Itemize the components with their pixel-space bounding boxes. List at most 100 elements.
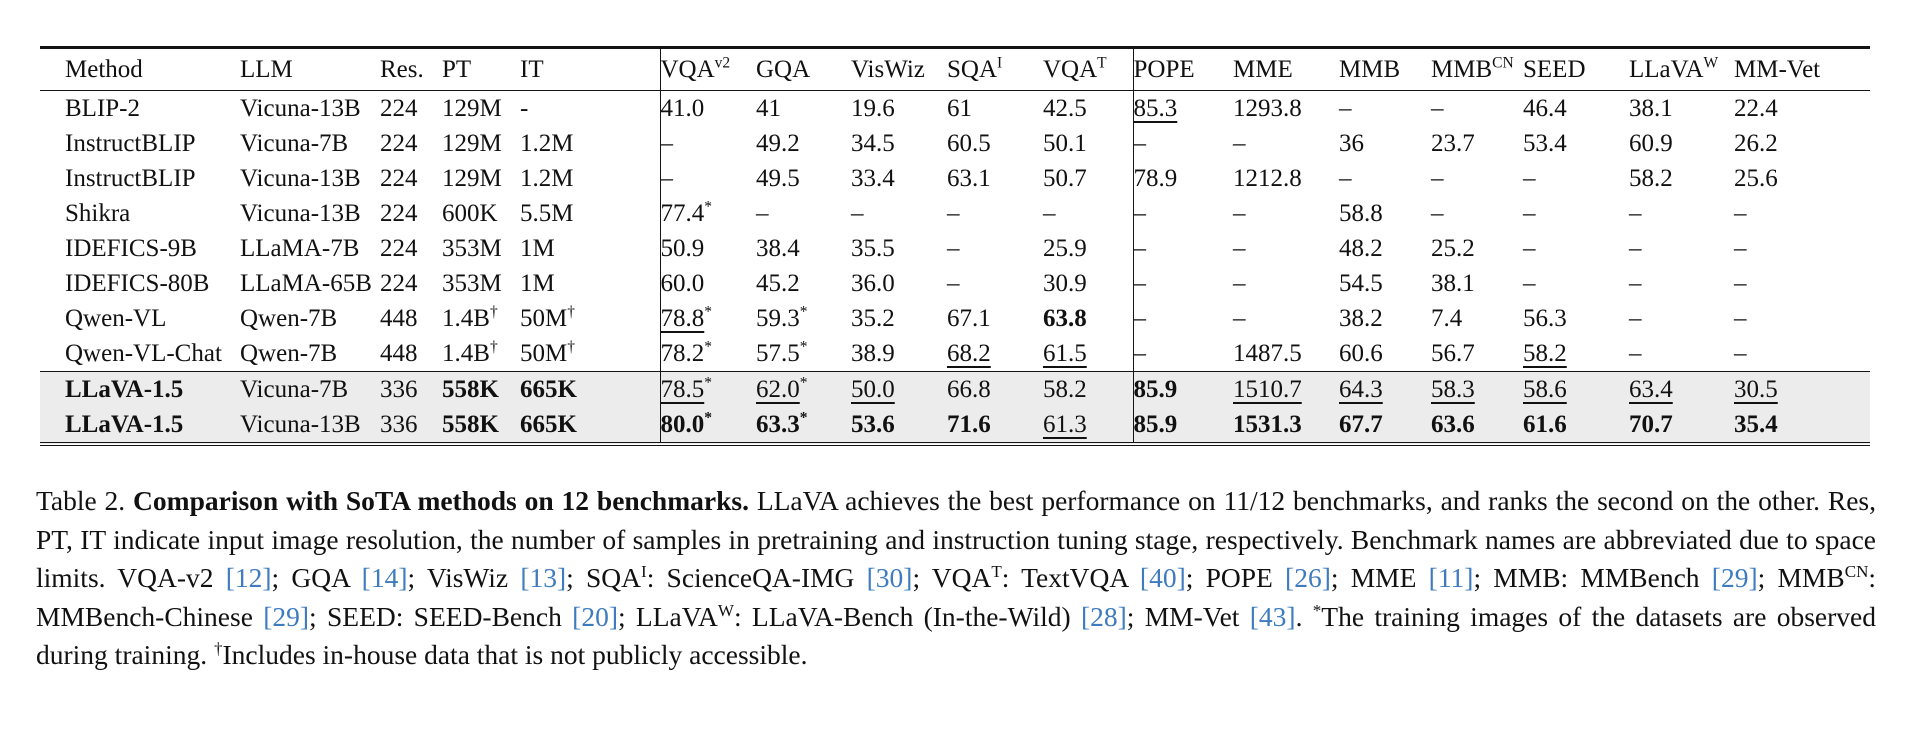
cell-text: –	[1734, 270, 1747, 297]
cell-text: 224	[380, 235, 418, 262]
cell-text: 68.2	[947, 340, 991, 367]
citation-link[interactable]: [26]	[1285, 562, 1331, 594]
table-cell: 80.0*	[660, 407, 756, 444]
table-cell: 50.1	[1043, 126, 1134, 161]
cell-text: 85.9	[1133, 376, 1178, 403]
table-cell: 68.2	[947, 336, 1043, 372]
table-cell: 77.4*	[660, 196, 756, 231]
table-cell: 49.2	[756, 126, 851, 161]
cell-superscript: T	[1097, 54, 1107, 72]
citation-link[interactable]: [43]	[1249, 600, 1296, 632]
citation-link[interactable]: [29]	[1711, 562, 1758, 594]
table-cell: 49.5	[756, 161, 851, 196]
table-cell: 67.1	[947, 301, 1043, 336]
table-cell: –	[660, 126, 756, 161]
table-cell: 67.7	[1339, 407, 1431, 444]
table-cell: LLaMA-7B	[240, 231, 380, 266]
citation-link[interactable]: [12]	[225, 562, 272, 594]
cell-text: Res.	[380, 56, 424, 83]
citation-link[interactable]: [29]	[263, 600, 310, 632]
cell-text: 19.6	[851, 95, 895, 122]
table-cell: –	[1339, 91, 1431, 127]
column-header: LLM	[240, 47, 380, 91]
table-cell: Vicuna-13B	[240, 91, 380, 127]
cell-text: 35.5	[851, 235, 895, 262]
cell-text: BLIP-2	[65, 95, 140, 122]
citation-link[interactable]: [11]	[1428, 562, 1474, 594]
cell-text: 23.7	[1431, 130, 1475, 157]
table-cell: 23.7	[1431, 126, 1523, 161]
caption-text: ; MMB: MMBench	[1473, 562, 1712, 594]
cell-text: 1M	[520, 235, 555, 262]
table-row: BLIP-2 Vicuna-13B 224 129M - 41.0 41 19.6 61 42.5…	[40, 90, 1870, 127]
table-cell: Qwen-VL	[40, 301, 240, 336]
table-header: Method LLM Res. PT IT VQAv2 GQA VisWiz SQAI VQAT P…	[40, 47, 1870, 91]
table-row: InstructBLIP Vicuna-7B 224 129M 1.2M – 49.2 34.…	[40, 126, 1870, 161]
table-cell: 36.0	[851, 266, 947, 301]
cell-text: 22.4	[1734, 95, 1778, 122]
cell-text: LLaVA-1.5	[65, 376, 184, 403]
citation-link[interactable]: [40]	[1139, 562, 1186, 594]
cell-text: 60.5	[947, 130, 991, 157]
cell-text: 63.4	[1629, 376, 1673, 403]
cell-text: 58.8	[1339, 200, 1383, 227]
cell-text: 60.9	[1629, 130, 1673, 157]
citation-link[interactable]: [20]	[572, 600, 618, 632]
table-cell: –	[1629, 301, 1734, 336]
cell-text: –	[1629, 235, 1642, 262]
citation-link[interactable]: [28]	[1080, 600, 1127, 632]
table-cell: –	[1431, 196, 1523, 231]
table-cell: 70.7	[1629, 407, 1734, 444]
table-cell: 36	[1339, 126, 1431, 161]
table-row: LLaVA-1.5 Vicuna-13B 336 558K 665K 80.0* 63.3*…	[40, 407, 1870, 444]
caption-text: Includes in-house data that is not publi…	[222, 639, 808, 671]
table-cell: 224	[380, 196, 442, 231]
table-cell: 30.5	[1734, 371, 1870, 407]
column-header: Method	[40, 47, 240, 91]
table-cell: 1M	[520, 266, 661, 301]
table-caption: Table 2. Comparison with SoTA methods on…	[36, 482, 1876, 675]
table-cell: LLaMA-65B	[240, 266, 380, 301]
table-cell: 78.9	[1133, 161, 1233, 196]
cell-text: 665K	[520, 376, 577, 403]
table-cell: 63.8	[1043, 301, 1134, 336]
table-cell: -	[520, 90, 661, 126]
table-cell: 665K	[520, 371, 661, 407]
table-cell: 558K	[442, 407, 520, 444]
cell-text: Qwen-VL-Chat	[65, 340, 222, 367]
cell-text: –	[660, 130, 674, 157]
citation-link[interactable]: [13]	[520, 562, 567, 594]
cell-text: –	[1233, 130, 1246, 157]
table-cell: 224	[380, 161, 442, 196]
caption-text: ; MME	[1330, 562, 1429, 594]
table-cell: 129M	[442, 126, 520, 161]
caption-text: ; VisWiz	[407, 562, 521, 594]
table-cell: Vicuna-7B	[240, 126, 380, 161]
cell-text: –	[1523, 165, 1536, 192]
table-cell: 7.4	[1431, 301, 1523, 336]
cell-text: 1212.8	[1233, 165, 1302, 192]
cell-superscript: *	[799, 338, 808, 356]
cell-text: 353M	[442, 235, 502, 262]
cell-text: –	[1629, 200, 1642, 227]
table-cell: 58.2	[1629, 161, 1734, 196]
cell-text: 63.3	[756, 411, 800, 438]
table-cell: 336	[380, 407, 442, 444]
table-cell: BLIP-2	[40, 91, 240, 127]
cell-text: 33.4	[851, 165, 895, 192]
cell-text: 59.3	[756, 305, 800, 332]
cell-text: Qwen-7B	[240, 340, 338, 367]
table-cell: 224	[380, 91, 442, 127]
table-cell: 57.5*	[756, 336, 851, 372]
table-cell: Vicuna-13B	[240, 161, 380, 196]
table-cell: –	[1523, 196, 1629, 231]
table-row: Qwen-VL-Chat Qwen-7B 448 1.4B† 50M† 78.2* 57.5…	[40, 336, 1870, 372]
cell-text: 25.9	[1043, 235, 1087, 262]
table-cell: 665K	[520, 407, 661, 444]
citation-link[interactable]: [14]	[361, 562, 408, 594]
cell-text: 30.5	[1734, 376, 1778, 403]
cell-text: 85.9	[1133, 411, 1178, 438]
citation-link[interactable]: [30]	[866, 562, 913, 594]
table-cell: IDEFICS-80B	[40, 266, 240, 301]
cell-text: 224	[380, 95, 418, 122]
